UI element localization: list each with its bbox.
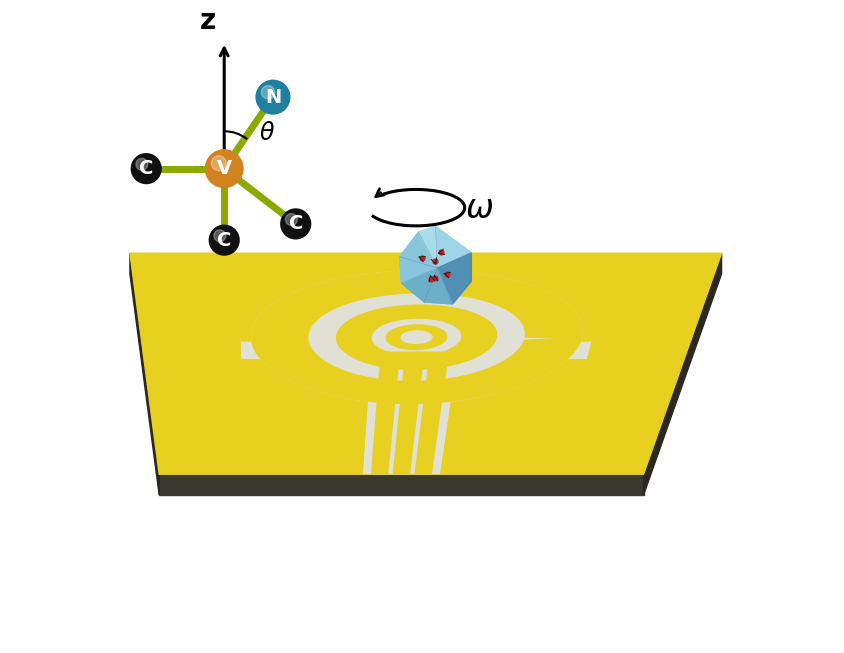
Polygon shape (376, 351, 452, 356)
Polygon shape (159, 474, 643, 495)
Polygon shape (251, 271, 582, 404)
Polygon shape (236, 253, 354, 342)
Polygon shape (591, 324, 695, 342)
Polygon shape (418, 227, 437, 268)
Polygon shape (598, 346, 666, 355)
Polygon shape (399, 232, 437, 283)
Circle shape (131, 153, 161, 184)
Circle shape (261, 86, 274, 99)
Polygon shape (251, 271, 582, 404)
Text: C: C (288, 214, 302, 233)
Polygon shape (362, 359, 457, 474)
Polygon shape (309, 294, 523, 380)
Polygon shape (399, 227, 471, 304)
Polygon shape (139, 324, 241, 342)
Polygon shape (401, 268, 452, 304)
Polygon shape (142, 342, 371, 474)
Polygon shape (130, 253, 159, 495)
Text: z: z (199, 7, 215, 35)
Polygon shape (336, 305, 496, 369)
Polygon shape (481, 253, 614, 342)
Text: C: C (139, 159, 154, 178)
Text: $\theta$: $\theta$ (258, 121, 274, 145)
Polygon shape (414, 355, 448, 474)
Polygon shape (440, 342, 690, 474)
Text: C: C (217, 231, 231, 249)
Polygon shape (418, 227, 471, 268)
Polygon shape (386, 325, 446, 349)
Text: V: V (216, 159, 231, 178)
Text: N: N (264, 88, 281, 106)
Circle shape (285, 214, 297, 225)
Polygon shape (401, 331, 431, 343)
Circle shape (214, 230, 225, 242)
Polygon shape (130, 253, 721, 474)
Text: $\omega$: $\omega$ (464, 193, 493, 225)
Polygon shape (164, 346, 230, 355)
Polygon shape (392, 355, 424, 474)
Polygon shape (643, 253, 721, 495)
Circle shape (211, 156, 226, 170)
Polygon shape (372, 319, 460, 355)
Polygon shape (240, 324, 596, 342)
Polygon shape (596, 253, 721, 324)
Circle shape (255, 80, 290, 115)
Polygon shape (241, 342, 591, 359)
Circle shape (204, 149, 243, 188)
Polygon shape (437, 253, 471, 304)
Circle shape (136, 158, 148, 170)
Circle shape (208, 225, 240, 256)
Polygon shape (371, 355, 399, 474)
Polygon shape (130, 253, 240, 324)
Circle shape (280, 208, 311, 240)
Polygon shape (240, 334, 251, 340)
